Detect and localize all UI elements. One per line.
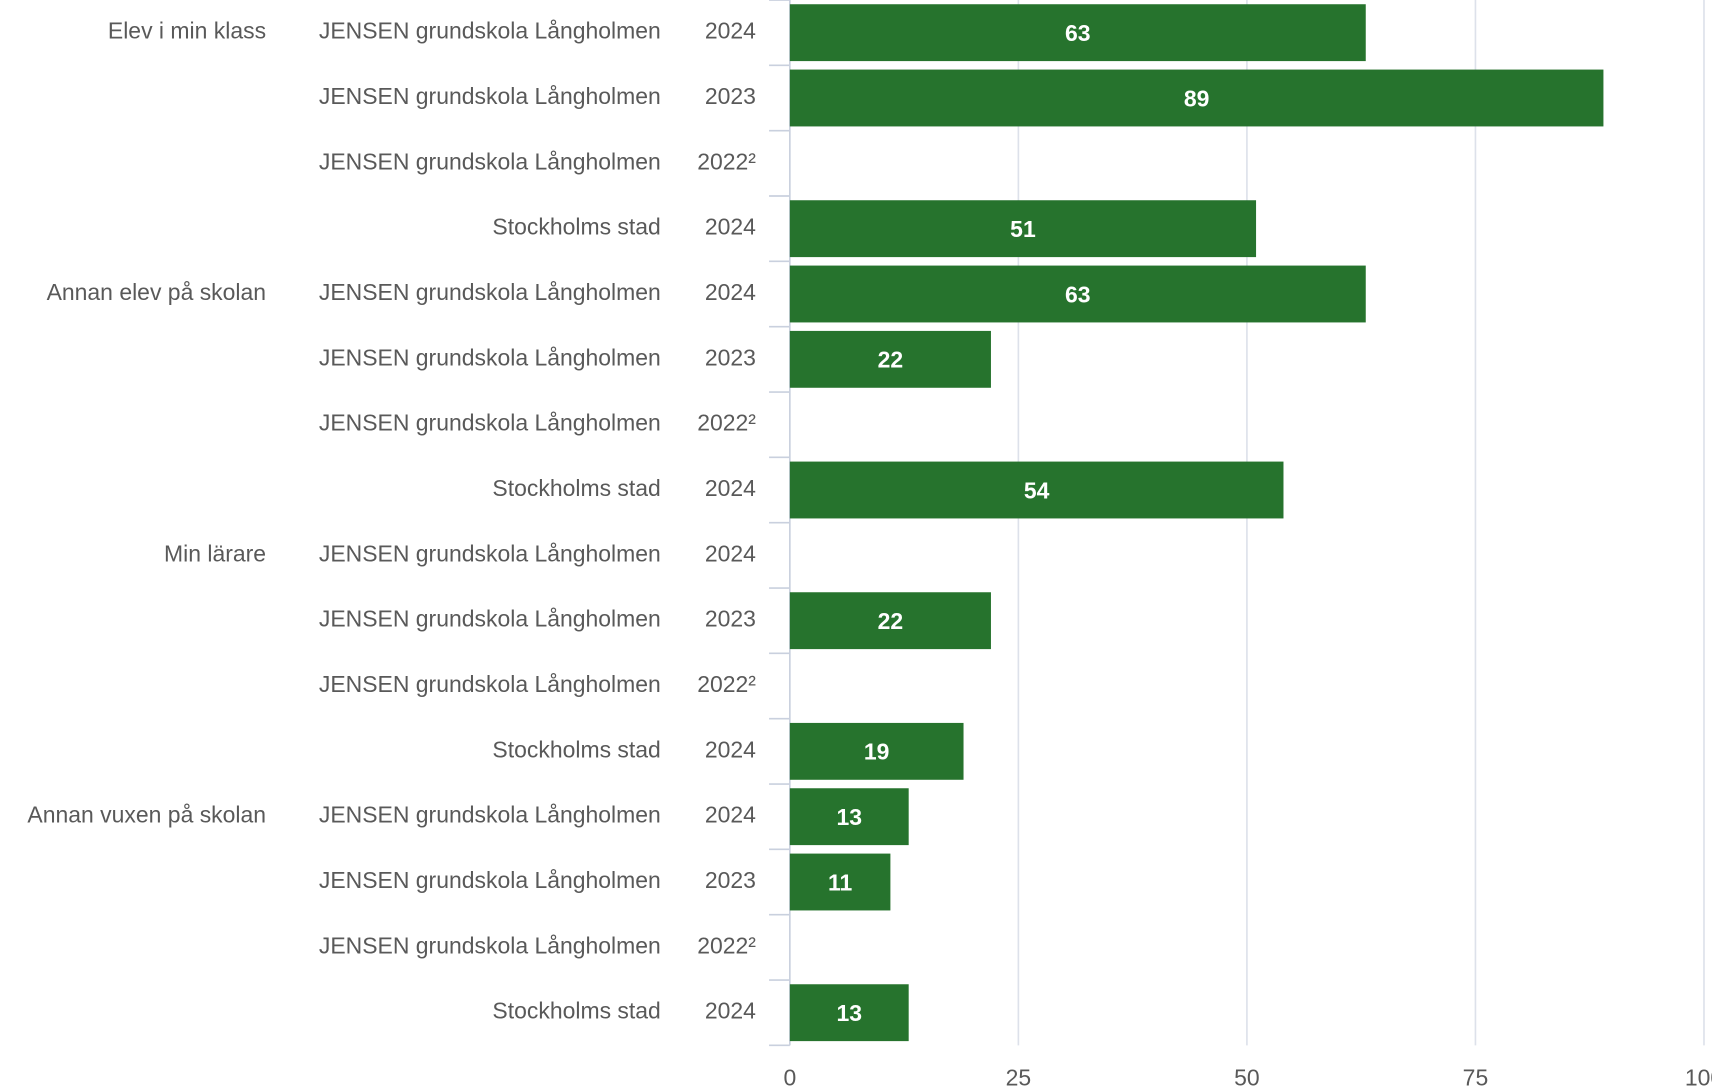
group-label: Min lärare xyxy=(164,540,266,566)
year-label: 2023 xyxy=(705,83,756,109)
entity-label: JENSEN grundskola Långholmen xyxy=(319,148,661,174)
value-label: 54 xyxy=(1024,477,1050,503)
entity-label: JENSEN grundskola Långholmen xyxy=(319,671,661,697)
bar xyxy=(789,69,1604,127)
entity-label: JENSEN grundskola Långholmen xyxy=(319,867,661,893)
entity-label: Stockholms stad xyxy=(492,998,660,1024)
entity-label: Stockholms stad xyxy=(492,736,660,762)
bar xyxy=(789,984,909,1042)
entity-label: JENSEN grundskola Långholmen xyxy=(319,932,661,958)
bar xyxy=(789,722,964,780)
x-tick-label: 100 xyxy=(1685,1064,1712,1088)
year-label: 2024 xyxy=(705,540,756,566)
group-label: Elev i min klass xyxy=(108,18,266,44)
entity-label: JENSEN grundskola Långholmen xyxy=(319,606,661,632)
year-label: 2024 xyxy=(705,736,756,762)
bar xyxy=(789,592,991,650)
year-label: 2024 xyxy=(705,998,756,1024)
value-label: 89 xyxy=(1184,85,1210,111)
bar xyxy=(789,200,1257,258)
entity-label: JENSEN grundskola Långholmen xyxy=(319,410,661,436)
year-label: 2022² xyxy=(697,410,756,436)
year-label: 2022² xyxy=(697,148,756,174)
value-label: 13 xyxy=(836,1000,862,1026)
value-label: 19 xyxy=(864,739,890,765)
x-tick-label: 50 xyxy=(1234,1064,1260,1088)
value-label: 51 xyxy=(1010,216,1036,242)
year-label: 2023 xyxy=(705,867,756,893)
entity-label: JENSEN grundskola Långholmen xyxy=(319,540,661,566)
bar xyxy=(789,461,1284,519)
value-label: 11 xyxy=(828,869,852,895)
entity-label: JENSEN grundskola Långholmen xyxy=(319,83,661,109)
x-tick-label: 75 xyxy=(1463,1064,1489,1088)
year-label: 2024 xyxy=(705,802,756,828)
x-tick-label: 0 xyxy=(783,1064,796,1088)
value-label: 22 xyxy=(878,608,904,634)
year-label: 2023 xyxy=(705,344,756,370)
year-label: 2024 xyxy=(705,214,756,240)
year-label: 2024 xyxy=(705,475,756,501)
year-label: 2024 xyxy=(705,18,756,44)
bar xyxy=(789,265,1366,323)
x-tick-label: 25 xyxy=(1006,1064,1032,1088)
year-label: 2024 xyxy=(705,279,756,305)
entity-label: Stockholms stad xyxy=(492,214,660,240)
bar xyxy=(789,4,1366,62)
entity-label: JENSEN grundskola Långholmen xyxy=(319,279,661,305)
value-label: 63 xyxy=(1065,20,1091,46)
value-label: 63 xyxy=(1065,281,1091,307)
group-label: Annan vuxen på skolan xyxy=(27,802,266,828)
group-label: Annan elev på skolan xyxy=(47,279,267,305)
value-label: 22 xyxy=(878,347,904,373)
year-label: 2022² xyxy=(697,671,756,697)
entity-label: JENSEN grundskola Långholmen xyxy=(319,18,661,44)
entity-label: Stockholms stad xyxy=(492,475,660,501)
bar xyxy=(789,330,991,388)
value-label: 13 xyxy=(836,804,862,830)
bar xyxy=(789,853,891,911)
bar xyxy=(789,788,909,846)
year-label: 2022² xyxy=(697,932,756,958)
entity-label: JENSEN grundskola Långholmen xyxy=(319,344,661,370)
year-label: 2023 xyxy=(705,606,756,632)
entity-label: JENSEN grundskola Långholmen xyxy=(319,802,661,828)
